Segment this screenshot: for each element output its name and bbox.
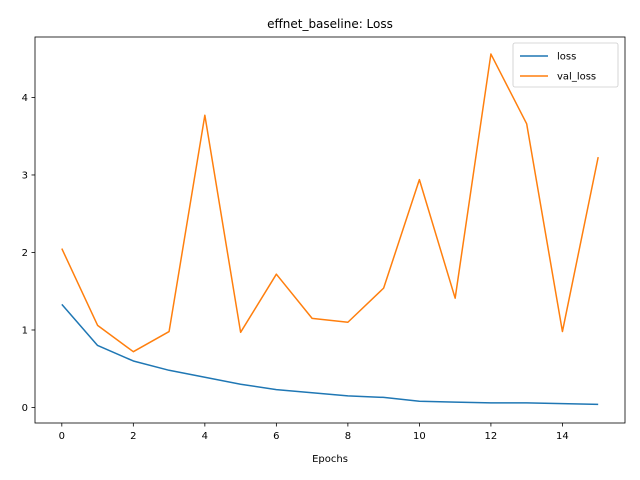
y-tick-label: 0 [22,403,28,414]
y-tick-label: 1 [22,325,28,336]
y-tick-label: 4 [22,93,28,104]
x-tick-label: 2 [130,431,136,442]
y-tick-label: 3 [22,170,28,181]
chart-title: effnet_baseline: Loss [267,17,393,31]
series-line-loss [61,303,599,406]
legend-label: loss [557,52,576,63]
x-tick-label: 6 [273,431,279,442]
x-tick-label: 14 [556,431,569,442]
y-tick-label: 2 [22,248,28,259]
series-line-val-loss [61,53,599,353]
x-tick-label: 10 [413,431,426,442]
x-tick-label: 8 [345,431,351,442]
x-tick-label: 4 [202,431,208,442]
legend: loss val_loss [512,42,619,88]
x-tick-label: 12 [485,431,498,442]
legend-label: val_loss [557,72,596,83]
axes-frame [34,36,626,424]
x-axis-label: Epochs [312,454,348,465]
x-tick-label: 0 [59,431,65,442]
